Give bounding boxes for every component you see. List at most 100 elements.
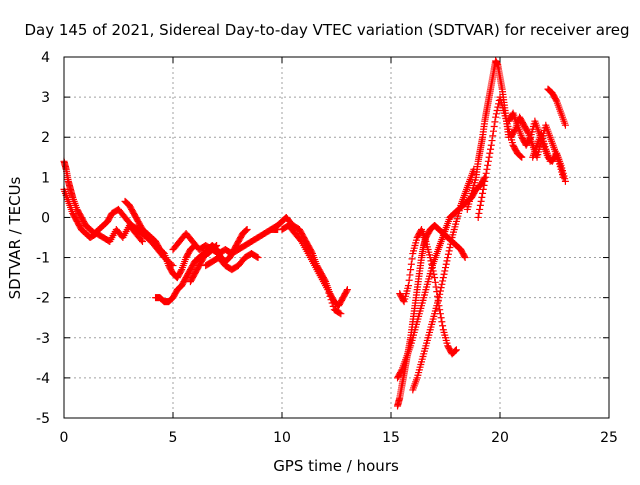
y-tick-label: -3 <box>36 331 50 347</box>
x-tick-label: 25 <box>600 430 618 446</box>
data-point <box>326 292 334 300</box>
data-point <box>177 267 185 275</box>
data-point <box>517 153 525 161</box>
data-point <box>492 113 500 121</box>
data-point <box>438 318 446 326</box>
data-point <box>431 278 439 286</box>
x-tick-label: 5 <box>169 430 178 446</box>
data-point <box>442 260 450 268</box>
data-point <box>242 227 250 235</box>
data-point <box>441 267 449 275</box>
data-point <box>137 236 145 244</box>
data-point <box>428 260 436 268</box>
data-point <box>489 132 497 140</box>
data-point <box>329 302 337 310</box>
y-tick-label: 0 <box>41 210 50 226</box>
data-point <box>483 165 491 173</box>
data-point <box>438 280 446 288</box>
data-point <box>327 296 335 304</box>
data-point <box>447 237 455 245</box>
data-point <box>405 276 413 284</box>
data-point <box>452 346 460 354</box>
data-points <box>60 57 569 410</box>
data-point <box>431 274 439 282</box>
data-point <box>561 177 569 185</box>
data-point <box>481 173 489 181</box>
data-point <box>343 287 351 295</box>
y-tick-label: -5 <box>36 411 50 427</box>
data-point <box>479 189 487 197</box>
chart-title: Day 145 of 2021, Sidereal Day-to-day VTE… <box>24 21 629 39</box>
data-point <box>484 161 492 169</box>
x-axis-title: GPS time / hours <box>273 457 399 475</box>
y-tick-label: 1 <box>41 170 50 186</box>
data-point <box>443 257 451 265</box>
y-tick-label: -2 <box>36 291 50 307</box>
data-point <box>336 309 344 317</box>
data-point <box>399 296 407 304</box>
data-point <box>436 306 444 314</box>
x-tick-label: 10 <box>273 430 291 446</box>
x-tick-label: 20 <box>491 430 509 446</box>
y-tick-label: -1 <box>36 251 50 267</box>
data-point <box>397 367 405 375</box>
data-point <box>337 310 345 318</box>
data-point <box>475 209 483 217</box>
data-point <box>487 141 495 149</box>
data-point <box>439 277 447 285</box>
data-point <box>524 128 532 136</box>
data-point <box>243 225 251 233</box>
data-point <box>408 255 416 263</box>
data-point <box>343 286 351 294</box>
y-tick-label: 4 <box>41 50 50 66</box>
data-point <box>447 240 455 248</box>
y-tick-label: 2 <box>41 130 50 146</box>
data-point <box>446 244 454 252</box>
data-point <box>476 201 484 209</box>
data-point <box>480 181 488 189</box>
data-point <box>451 347 459 355</box>
y-axis-title: SDTVAR / TECUs <box>6 176 24 299</box>
data-point <box>552 96 560 104</box>
data-point <box>436 290 444 298</box>
data-point <box>437 314 445 322</box>
data-point <box>437 284 445 292</box>
data-point <box>452 346 460 354</box>
data-point <box>444 254 452 262</box>
data-point <box>494 103 502 111</box>
data-point <box>546 157 554 165</box>
data-point <box>485 153 493 161</box>
data-point <box>426 254 434 262</box>
x-tick-label: 15 <box>382 430 400 446</box>
data-point <box>439 322 447 330</box>
data-point <box>518 153 526 161</box>
data-point <box>436 287 444 295</box>
data-point <box>486 149 494 157</box>
data-point <box>477 197 485 205</box>
data-point <box>242 226 250 234</box>
data-point <box>493 106 501 114</box>
data-point <box>328 299 336 307</box>
data-point <box>492 110 500 118</box>
data-point <box>407 260 415 268</box>
data-point <box>516 152 524 160</box>
data-point <box>254 254 262 262</box>
data-point <box>325 289 333 297</box>
data-point <box>138 238 146 246</box>
data-point <box>432 283 440 291</box>
x-tick-label: 0 <box>60 430 69 446</box>
data-point <box>440 270 448 278</box>
data-point <box>406 271 414 279</box>
data-point <box>407 266 415 274</box>
data-point <box>490 123 498 131</box>
data-point <box>476 205 484 213</box>
data-point <box>324 286 332 294</box>
data-point <box>444 250 452 258</box>
data-point <box>559 173 567 181</box>
data-point <box>474 213 482 221</box>
data-point <box>478 193 486 201</box>
data-point <box>445 247 453 255</box>
y-tick-label: 3 <box>41 90 50 106</box>
